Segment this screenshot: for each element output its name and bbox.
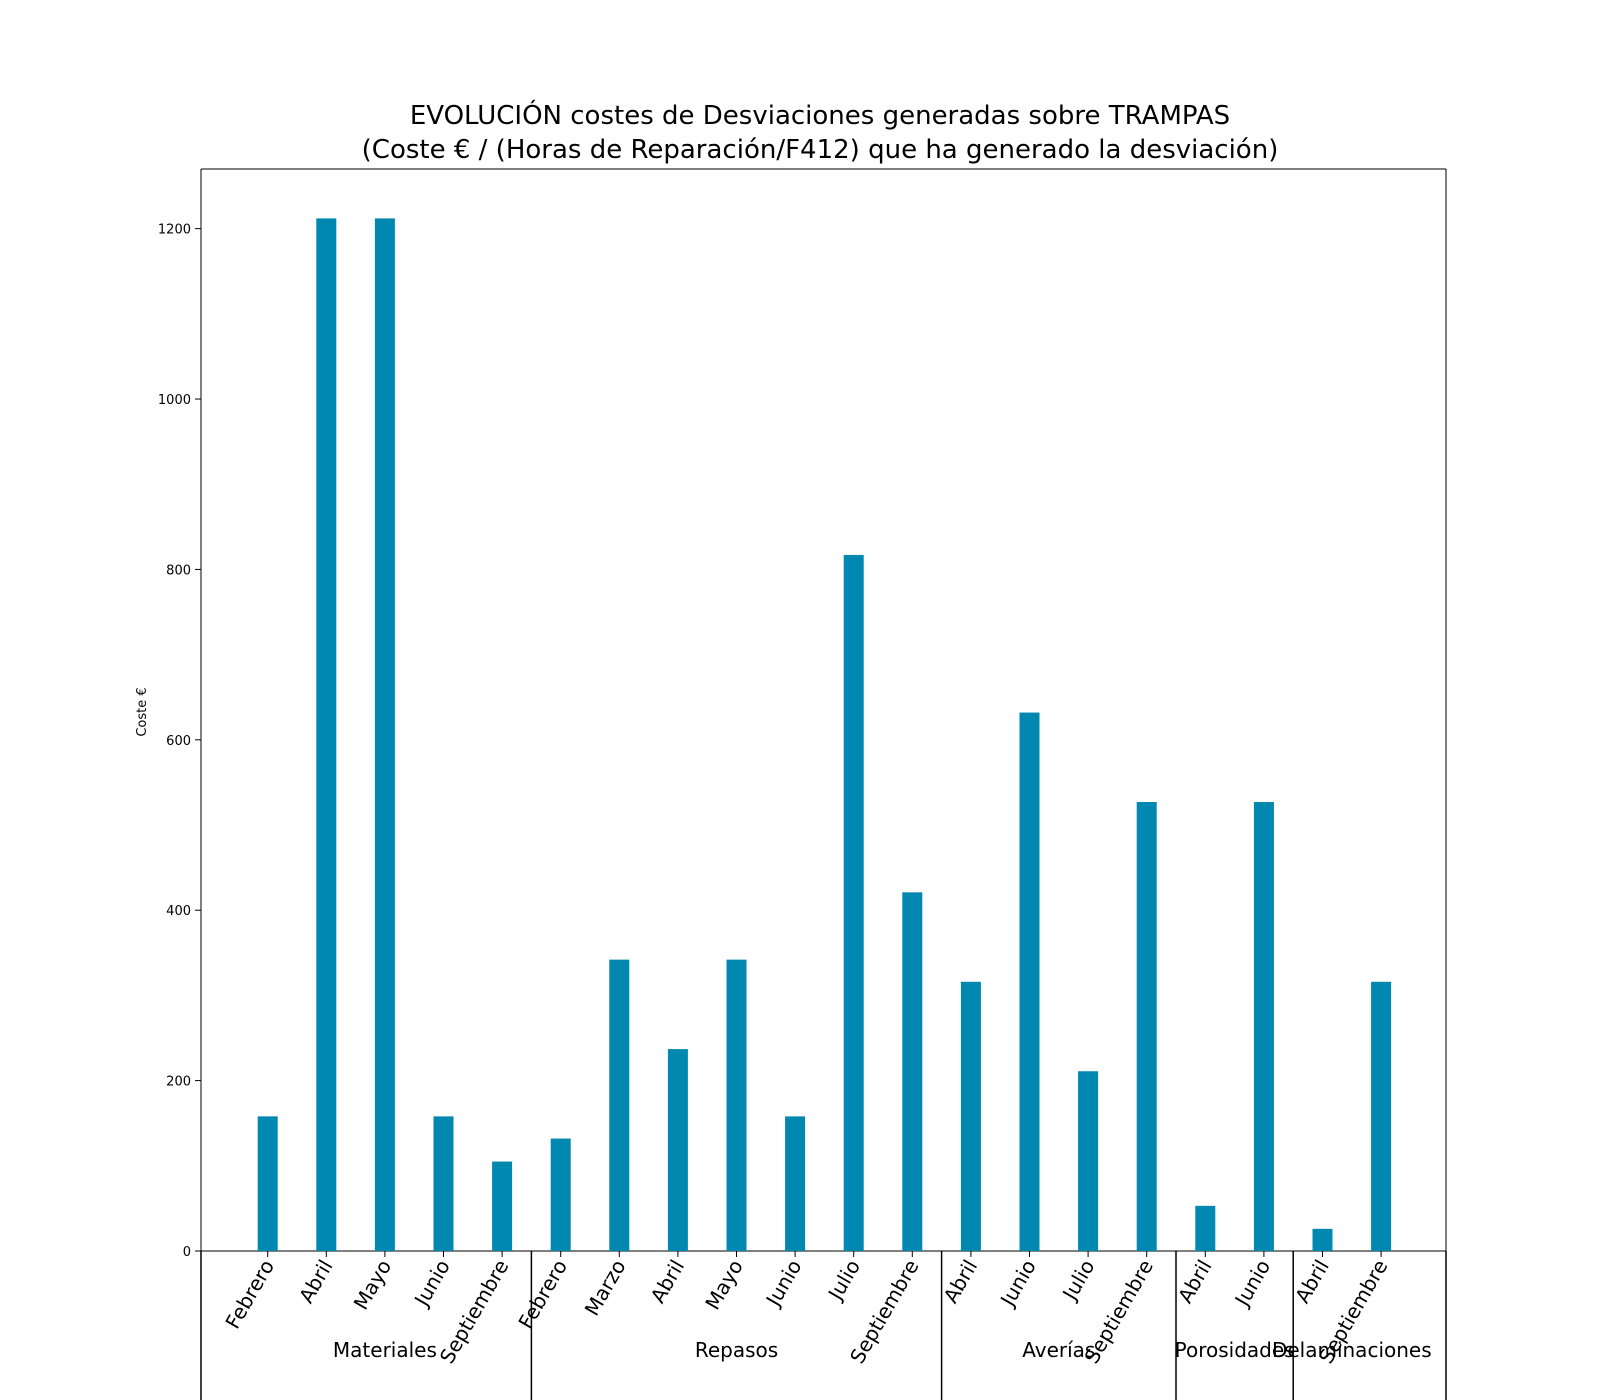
bar <box>1019 712 1040 1251</box>
bar <box>667 1049 688 1251</box>
group-label: Averías <box>1022 1338 1095 1362</box>
bar <box>843 554 864 1251</box>
y-tick-label: 200 <box>166 1075 191 1090</box>
x-tick-label: Abril <box>646 1256 690 1308</box>
bar <box>1136 802 1157 1251</box>
x-tick-label: Junio <box>760 1256 806 1312</box>
x-tick-label: Abril <box>1290 1256 1334 1308</box>
bar <box>1371 981 1392 1251</box>
x-tick-label: Mayo <box>349 1256 397 1314</box>
x-tick-label: Febrero <box>220 1256 279 1333</box>
bar <box>257 1116 278 1251</box>
bar <box>1312 1228 1333 1251</box>
bar <box>609 959 630 1251</box>
y-tick-label: 600 <box>166 734 191 749</box>
y-tick-label: 1000 <box>158 393 191 408</box>
x-tick-label: Junio <box>1229 1256 1275 1312</box>
bar <box>1078 1071 1099 1251</box>
x-tick-label: Julio <box>1057 1256 1100 1306</box>
x-tick-label: Abril <box>939 1256 983 1308</box>
bar <box>726 959 747 1251</box>
y-tick-label: 0 <box>183 1245 191 1260</box>
bar <box>785 1116 806 1251</box>
bar <box>1253 802 1274 1251</box>
group-label: Porosidades <box>1175 1338 1295 1362</box>
chart-subtitle: (Coste € / (Horas de Reparación/F412) qu… <box>362 135 1279 165</box>
group-label: Materiales <box>333 1338 437 1362</box>
bar <box>902 892 923 1251</box>
x-tick-label: Marzo <box>580 1256 631 1320</box>
group-label: Repasos <box>695 1338 778 1362</box>
y-tick-label: 800 <box>166 563 191 578</box>
x-tick-label: Abril <box>294 1256 338 1308</box>
bar <box>316 218 337 1251</box>
y-tick-label: 1200 <box>158 223 191 238</box>
x-tick-label: Abril <box>1173 1256 1217 1308</box>
x-tick-label: Junio <box>409 1256 455 1312</box>
bar <box>433 1116 454 1251</box>
bar <box>960 981 981 1251</box>
bar <box>550 1138 571 1251</box>
bar <box>492 1161 513 1251</box>
chart-title: EVOLUCIÓN costes de Desviaciones generad… <box>410 99 1230 131</box>
x-tick-label: Febrero <box>513 1256 572 1333</box>
y-axis-label: Coste € <box>135 687 150 736</box>
x-tick-label: Julio <box>822 1256 865 1306</box>
bar <box>374 218 395 1251</box>
x-tick-label: Mayo <box>700 1256 748 1314</box>
x-tick-label: Junio <box>995 1256 1041 1312</box>
group-label: Delaminaciones <box>1272 1338 1432 1362</box>
y-tick-label: 400 <box>166 904 191 919</box>
bar <box>1195 1205 1216 1251</box>
